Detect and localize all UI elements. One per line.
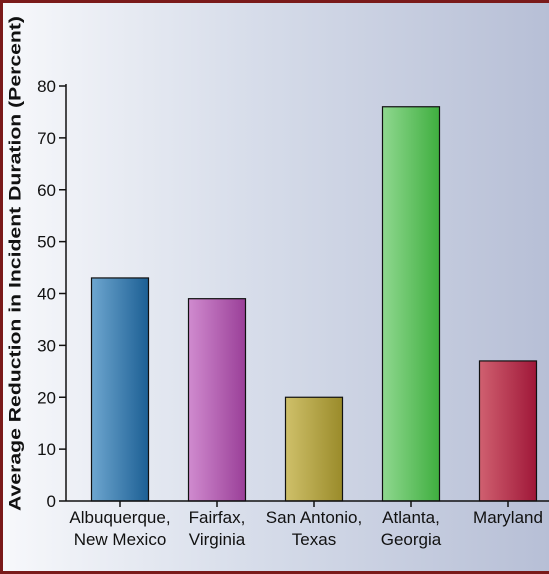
bar xyxy=(478,360,538,502)
y-tick-label: 70 xyxy=(37,129,56,148)
bar xyxy=(381,106,441,502)
bar xyxy=(187,298,247,502)
y-tick-label: 40 xyxy=(37,285,56,304)
x-tick-label: Texas xyxy=(292,530,336,549)
y-tick-label: 0 xyxy=(47,492,56,511)
x-labels-group: Albuquerque, New Mexico Fairfax, Virginia Sa… xyxy=(69,501,543,549)
bar xyxy=(90,277,150,502)
x-tick-label: Maryland xyxy=(473,508,543,527)
x-tick-label: Virginia xyxy=(189,530,246,549)
y-axis-label: Average Reduction in Incident Duration (… xyxy=(5,16,24,511)
y-tick-label: 30 xyxy=(37,336,56,355)
x-tick-label: San Antonio, xyxy=(266,508,362,527)
y-tick-label: 50 xyxy=(37,233,56,252)
x-tick-label: Fairfax, xyxy=(189,508,246,527)
bars-group xyxy=(90,106,538,502)
y-tick-label: 60 xyxy=(37,181,56,200)
y-tick-label: 80 xyxy=(37,77,56,96)
y-tick-label: 10 xyxy=(37,440,56,459)
axes-group xyxy=(65,84,549,502)
x-tick-label: Albuquerque, xyxy=(69,508,170,527)
y-ticks-group: 0 10 20 30 40 50 60 70 80 xyxy=(37,77,66,511)
y-tick-label: 20 xyxy=(37,388,56,407)
x-tick-label: New Mexico xyxy=(74,530,167,549)
x-tick-label: Georgia xyxy=(381,530,442,549)
x-tick-label: Atlanta, xyxy=(382,508,440,527)
bar xyxy=(284,396,344,502)
